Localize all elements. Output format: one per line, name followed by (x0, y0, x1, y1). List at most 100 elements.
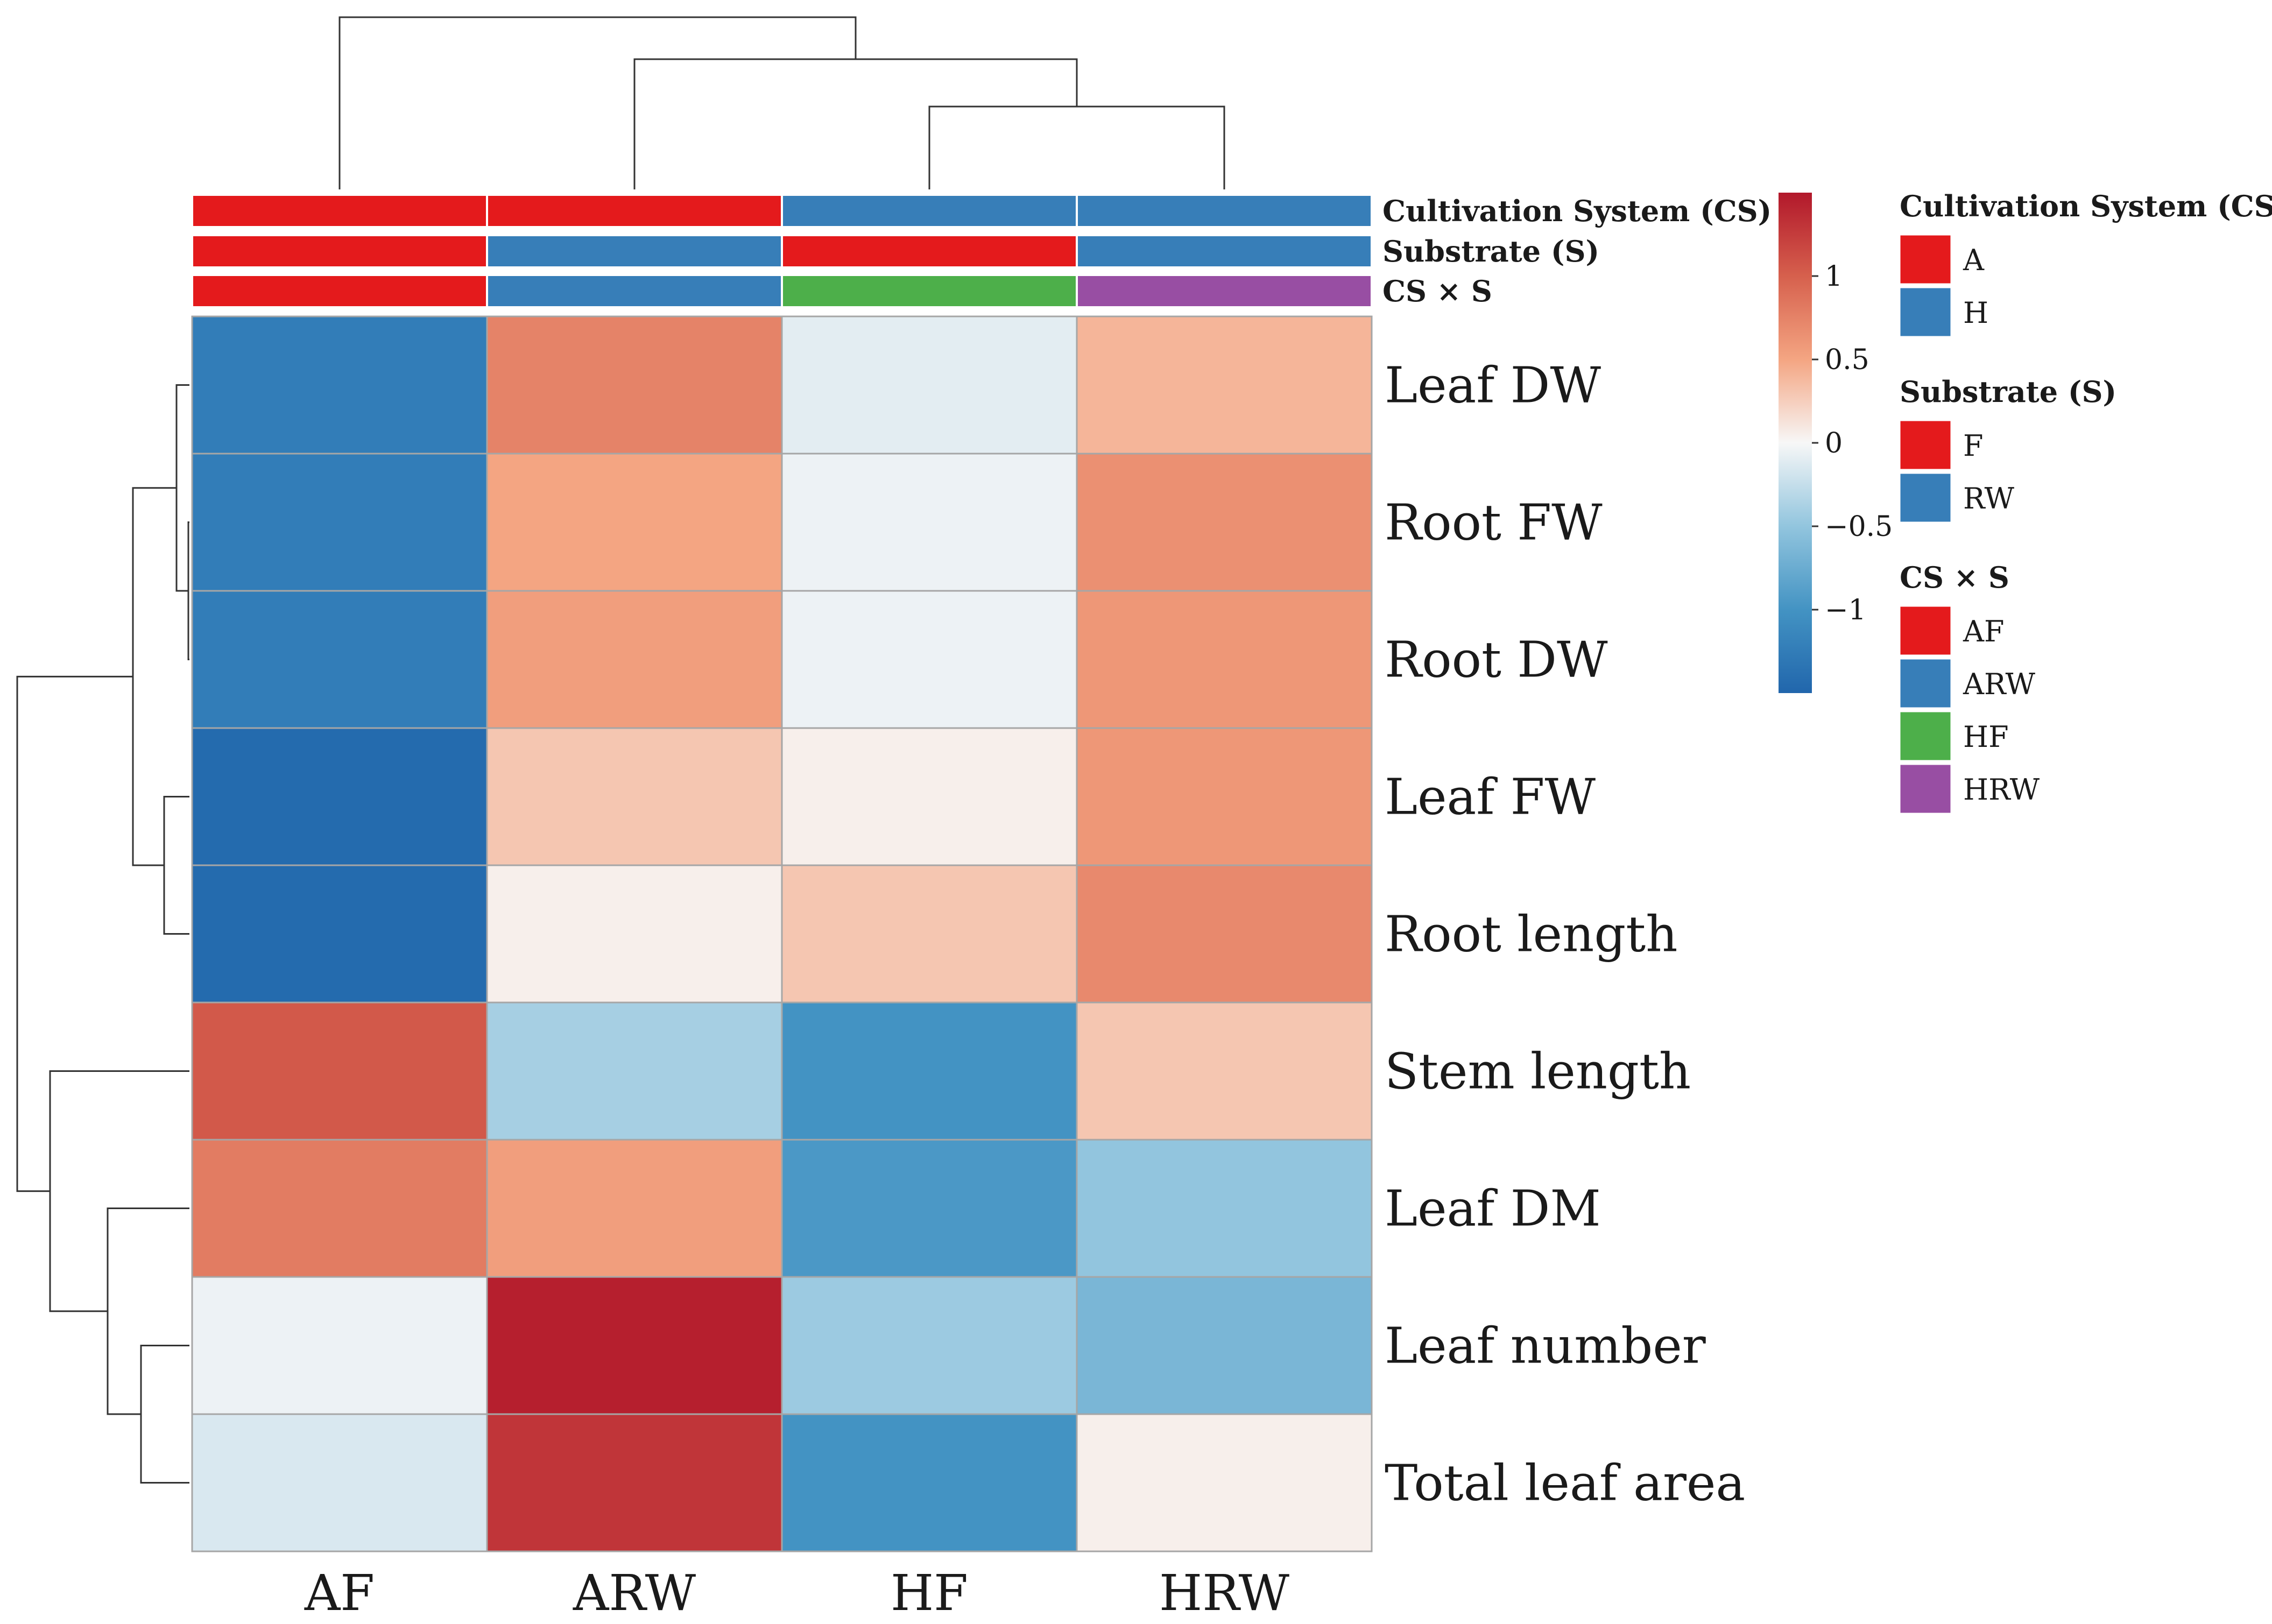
heatmap-cell (486, 1413, 783, 1552)
dendrogram-branch (163, 796, 189, 935)
legend-swatch-arw (1899, 658, 1952, 709)
row-dendrogram (16, 384, 189, 1484)
column-label-af: AF (304, 1564, 375, 1622)
legend-swatch-h (1899, 286, 1952, 338)
heatmap-cell (781, 864, 1078, 1004)
row-label-root-fw: Root FW (1385, 494, 1603, 552)
colorbar-tick-label: 0 (1825, 427, 1843, 460)
annotation-cell (1076, 194, 1373, 228)
annotation-cell (191, 194, 488, 228)
heatmap-cell (191, 315, 488, 455)
legend-swatch-a (1899, 234, 1952, 285)
heatmap-cell (781, 315, 1078, 455)
row-label-leaf-fw: Leaf FW (1385, 768, 1596, 826)
heatmap-cells (191, 315, 1373, 1552)
row-labels: Leaf DW Root FW Root DW Leaf FW Root length S… (1385, 357, 1745, 1512)
legend-swatch-rw (1899, 472, 1952, 524)
legend-label-hf: HF (1963, 720, 2009, 754)
heatmap-cell (781, 590, 1078, 729)
colorbar-tick-label: −0.5 (1825, 511, 1893, 543)
colorbar-tick-label: −1 (1825, 594, 1866, 626)
dendrogram-branch (140, 1345, 189, 1484)
heatmap-cell (781, 1139, 1078, 1278)
dendrogram-branch (49, 1070, 189, 1312)
dendrogram-branch (175, 384, 189, 592)
dendrogram-branch (16, 675, 133, 1192)
dendrogram-branch (132, 487, 177, 866)
dendrogram-branch (107, 1208, 189, 1415)
legend-swatch-f (1899, 419, 1952, 471)
annotation-tracks: Cultivation System (CS) Substrate (S) CS ×… (191, 194, 1772, 308)
heatmap-cell (1076, 1001, 1373, 1141)
column-label-hrw: HRW (1159, 1564, 1289, 1622)
legend-swatch-hrw (1899, 763, 1952, 815)
heatmap-cell (781, 1413, 1078, 1552)
legend-title-substrate-s: Substrate (S) (1900, 375, 2116, 409)
colorbar-tick-label: 0.5 (1825, 344, 1869, 376)
heatmap-cell (191, 453, 488, 592)
column-labels: AF ARW HF HRW (304, 1564, 1290, 1622)
heatmap-cell (486, 1001, 783, 1141)
legend-title-cs-s: CS × S (1900, 560, 2009, 595)
annotation-label-cultivation-system-cs: Cultivation System (CS) (1382, 194, 1772, 228)
heatmap-cell (486, 315, 783, 455)
annotation-cell (191, 234, 488, 269)
annotation-cell (1076, 274, 1373, 308)
heatmap-cell (486, 590, 783, 729)
heatmap-cell (486, 1139, 783, 1278)
annotation-cell (486, 234, 783, 269)
heatmap-cell (1076, 1139, 1373, 1278)
heatmap-cell (486, 727, 783, 866)
heatmap-cell (1076, 590, 1373, 729)
column-dendrogram (338, 16, 1225, 189)
annotation-cell (1076, 234, 1373, 269)
row-label-leaf-dw: Leaf DW (1385, 357, 1601, 414)
annotation-cell (486, 274, 783, 308)
heatmap-cell (1076, 864, 1373, 1004)
legend-label-f: F (1963, 429, 1983, 463)
dendrogram-branch (338, 16, 857, 189)
legend-swatch-af (1899, 605, 1952, 656)
legend-label-h: H (1963, 296, 1988, 330)
heatmap-cell (781, 1001, 1078, 1141)
heatmap-cell (781, 1276, 1078, 1415)
heatmap-cell (191, 727, 488, 866)
heatmap-cell (191, 1001, 488, 1141)
color-scale-legend: 1 0.5 0 −0.5 −1 (1779, 193, 1893, 693)
annotation-cell (781, 194, 1078, 228)
legend-label-rw: RW (1963, 482, 2014, 516)
heatmap-cell (1076, 315, 1373, 455)
legend-label-a: A (1963, 243, 1985, 277)
legend-label-arw: ARW (1963, 667, 2035, 701)
heatmap-cell (781, 453, 1078, 592)
heatmap-cell (191, 1413, 488, 1552)
annotation-label-cs-s: CS × S (1382, 274, 1492, 308)
legend-label-af: AF (1963, 615, 2004, 648)
legend-swatch-hf (1899, 710, 1952, 762)
heatmap-cell (191, 864, 488, 1004)
heatmap-cell (1076, 727, 1373, 866)
legend-title-cultivation-system-cs: Cultivation System (CS) (1900, 189, 2272, 223)
annotation-cell (191, 274, 488, 308)
row-label-stem-length: Stem length (1385, 1043, 1691, 1100)
row-label-root-length: Root length (1385, 906, 1678, 963)
annotation-legend: Cultivation System (CS) AH Substrate (S) FR… (1899, 189, 2272, 815)
heatmap-cell (1076, 1276, 1373, 1415)
annotation-cell (781, 274, 1078, 308)
legend-label-hrw: HRW (1963, 773, 2040, 807)
heatmap-cell (781, 727, 1078, 866)
heatmap-cell (191, 590, 488, 729)
row-label-root-dw: Root DW (1385, 631, 1608, 689)
dendrogram-branch (928, 105, 1225, 189)
heatmap-cell (191, 1276, 488, 1415)
row-label-total-leaf-area: Total leaf area (1385, 1454, 1745, 1512)
heatmap-cell (1076, 1413, 1373, 1552)
heatmap-cell (486, 864, 783, 1004)
annotation-cell (781, 234, 1078, 269)
heatmap-cell (486, 1276, 783, 1415)
column-label-hf: HF (891, 1564, 968, 1622)
heatmap-cell (486, 453, 783, 592)
annotation-label-substrate-s: Substrate (S) (1382, 234, 1599, 269)
column-label-arw: ARW (573, 1564, 696, 1622)
row-label-leaf-dm: Leaf DM (1385, 1180, 1601, 1238)
